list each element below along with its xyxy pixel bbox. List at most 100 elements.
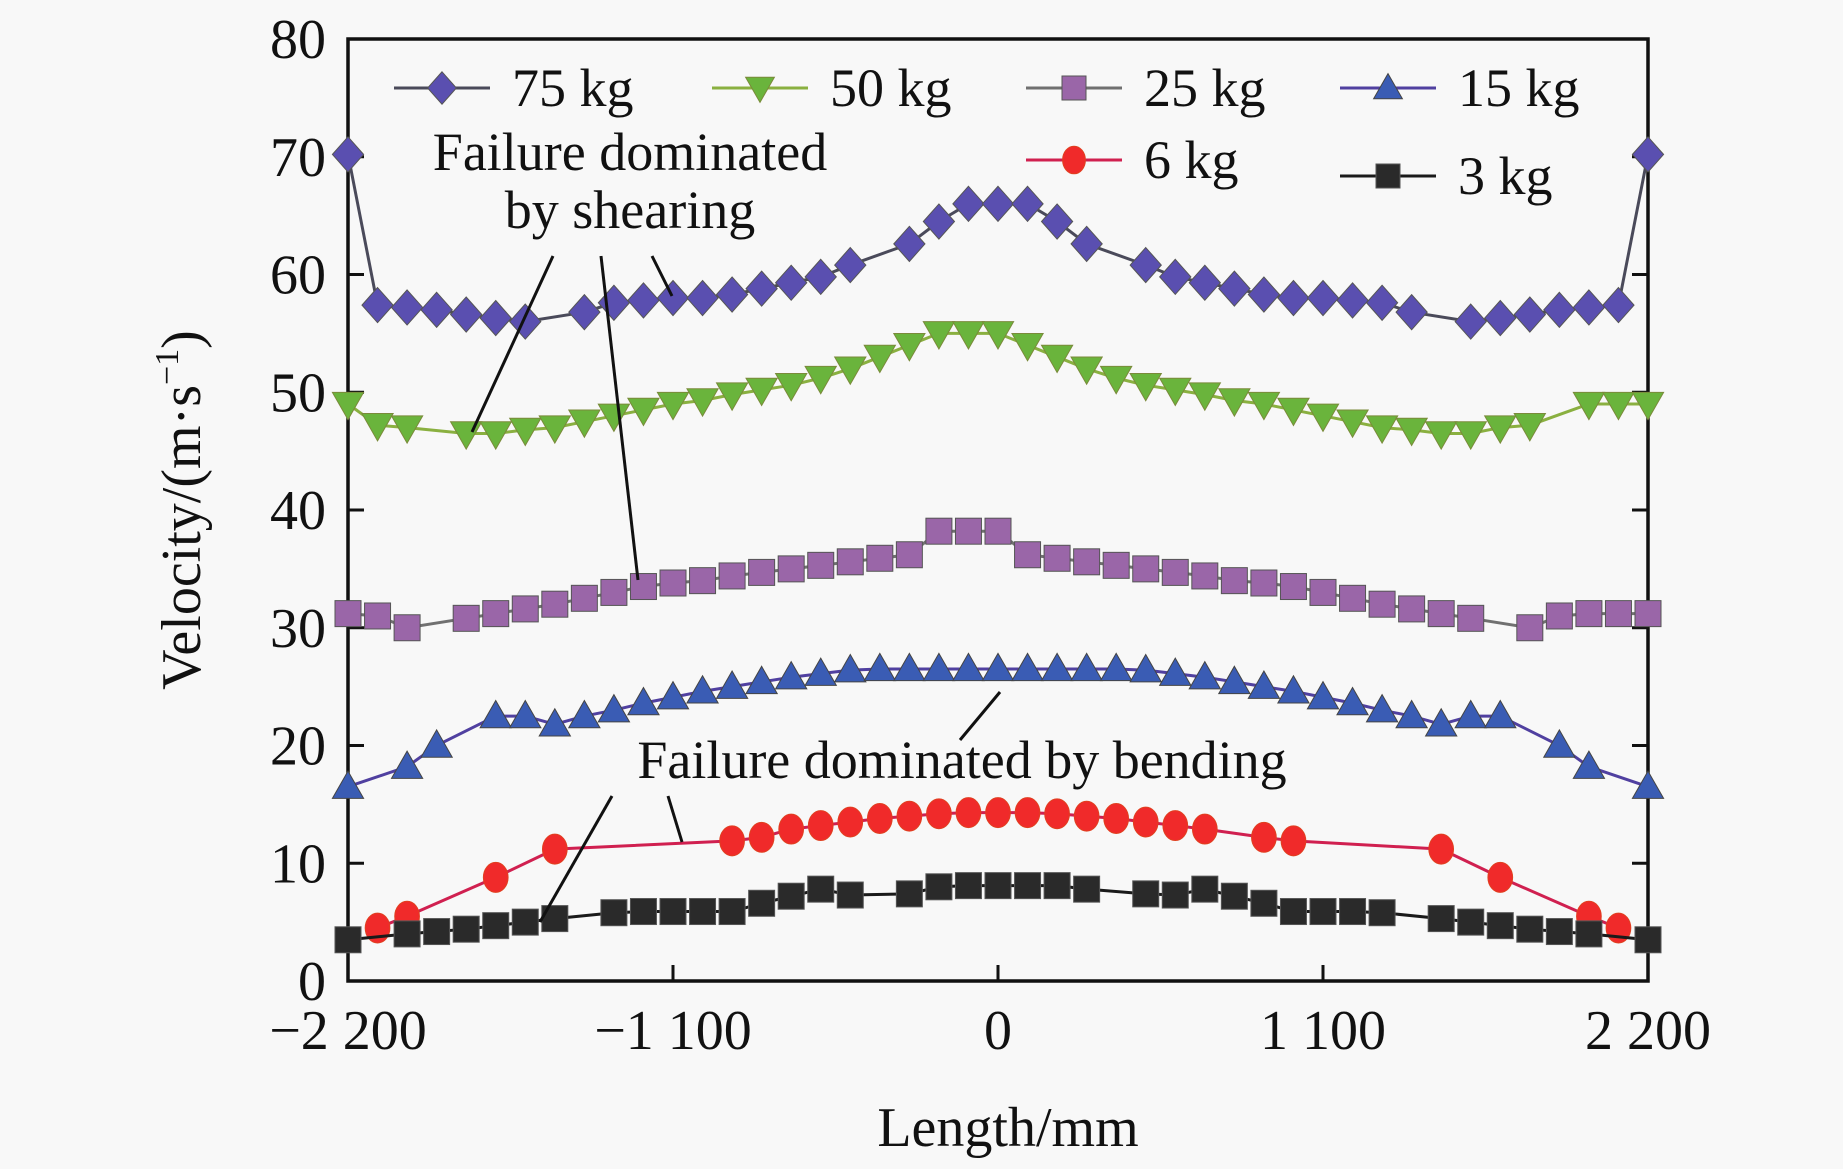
y-tick-label: 0 [298, 951, 326, 1013]
data-point [597, 284, 631, 322]
data-point [597, 693, 631, 723]
data-point [1158, 657, 1192, 686]
legend-marker [1061, 75, 1087, 101]
data-point [955, 797, 982, 829]
data-point [659, 569, 687, 597]
data-point [1188, 382, 1222, 412]
data-point [1099, 652, 1133, 682]
data-point [807, 810, 834, 842]
data-point [715, 382, 749, 412]
data-point [1427, 905, 1455, 933]
data-point [926, 798, 952, 830]
legend-item: 3 kg [1340, 146, 1553, 206]
data-point [1427, 600, 1455, 628]
data-point [1040, 344, 1074, 374]
data-point [1220, 882, 1248, 910]
data-point [570, 584, 598, 612]
data-point [1277, 279, 1310, 317]
data-point [1280, 825, 1307, 857]
data-point [1132, 806, 1159, 838]
data-point [626, 686, 660, 716]
y-tick-label: 50 [270, 362, 326, 424]
legend-label: 6 kg [1144, 130, 1239, 190]
data-point [541, 833, 568, 865]
data-point [1513, 413, 1547, 442]
data-point [508, 699, 542, 729]
legend-item: 25 kg [1026, 58, 1266, 118]
data-point [1162, 810, 1189, 842]
data-point [981, 321, 1015, 350]
data-point [922, 203, 956, 240]
data-point [836, 548, 864, 576]
legend-item: 15 kg [1340, 58, 1580, 118]
data-point [892, 652, 926, 682]
series-3-kg [334, 872, 1662, 954]
annotation-pointer [650, 255, 674, 297]
legend-label: 50 kg [830, 58, 952, 118]
data-point [922, 321, 956, 350]
data-point [627, 282, 660, 319]
data-point [777, 882, 805, 910]
data-point [1011, 652, 1045, 682]
data-point [538, 707, 572, 737]
data-point [1014, 541, 1042, 569]
data-point [718, 898, 746, 926]
data-point [541, 590, 569, 618]
data-point [482, 912, 510, 940]
data-point [1099, 365, 1133, 395]
data-point [1572, 391, 1606, 421]
data-point [1132, 880, 1160, 908]
data-point [1484, 299, 1517, 337]
data-point [1161, 558, 1189, 586]
data-point [686, 279, 719, 317]
data-point [364, 602, 392, 630]
data-point [1545, 602, 1573, 630]
data-point [952, 185, 985, 223]
legend-marker [426, 71, 458, 105]
annotation-pointer [599, 255, 640, 581]
y-tick-label: 20 [270, 716, 326, 778]
legend-item: 50 kg [712, 58, 952, 118]
data-point [1073, 875, 1101, 903]
data-point [656, 391, 690, 421]
data-point [600, 899, 628, 927]
data-point [1191, 875, 1219, 903]
data-point [452, 604, 480, 632]
data-point [984, 517, 1012, 545]
data-point [715, 276, 749, 313]
data-point [745, 665, 779, 695]
legend: 75 kg 50 kg 25 kg 15 kg 6 kg 3 kg [394, 58, 1580, 206]
data-point [334, 600, 362, 628]
data-point [1132, 555, 1160, 583]
data-point [1631, 136, 1665, 173]
data-point [1251, 821, 1277, 853]
data-point [1395, 293, 1428, 331]
data-point [1398, 595, 1426, 623]
data-point [1631, 770, 1665, 799]
data-point [1040, 203, 1074, 240]
data-point [1604, 600, 1632, 628]
data-point [626, 397, 660, 427]
data-point [1220, 567, 1248, 595]
data-point [511, 908, 539, 936]
data-point [1365, 284, 1399, 322]
data-point [629, 573, 657, 601]
data-point [1040, 652, 1074, 682]
data-point [361, 413, 395, 442]
data-point [951, 652, 985, 682]
series-6-kg [364, 797, 1632, 944]
legend-item: 75 kg [394, 58, 634, 118]
data-point [1011, 332, 1045, 362]
y-tick-label: 10 [270, 833, 326, 895]
data-point [866, 544, 894, 572]
y-axis-title-sup: −1 [149, 349, 186, 385]
data-point [331, 391, 365, 421]
data-point [1339, 898, 1367, 926]
data-point [1572, 750, 1606, 779]
y-axis-title-end: ) [151, 330, 213, 349]
data-point [334, 926, 362, 954]
data-point [1073, 800, 1100, 832]
data-point [925, 873, 953, 901]
data-point [1306, 403, 1340, 433]
data-point [834, 246, 867, 284]
